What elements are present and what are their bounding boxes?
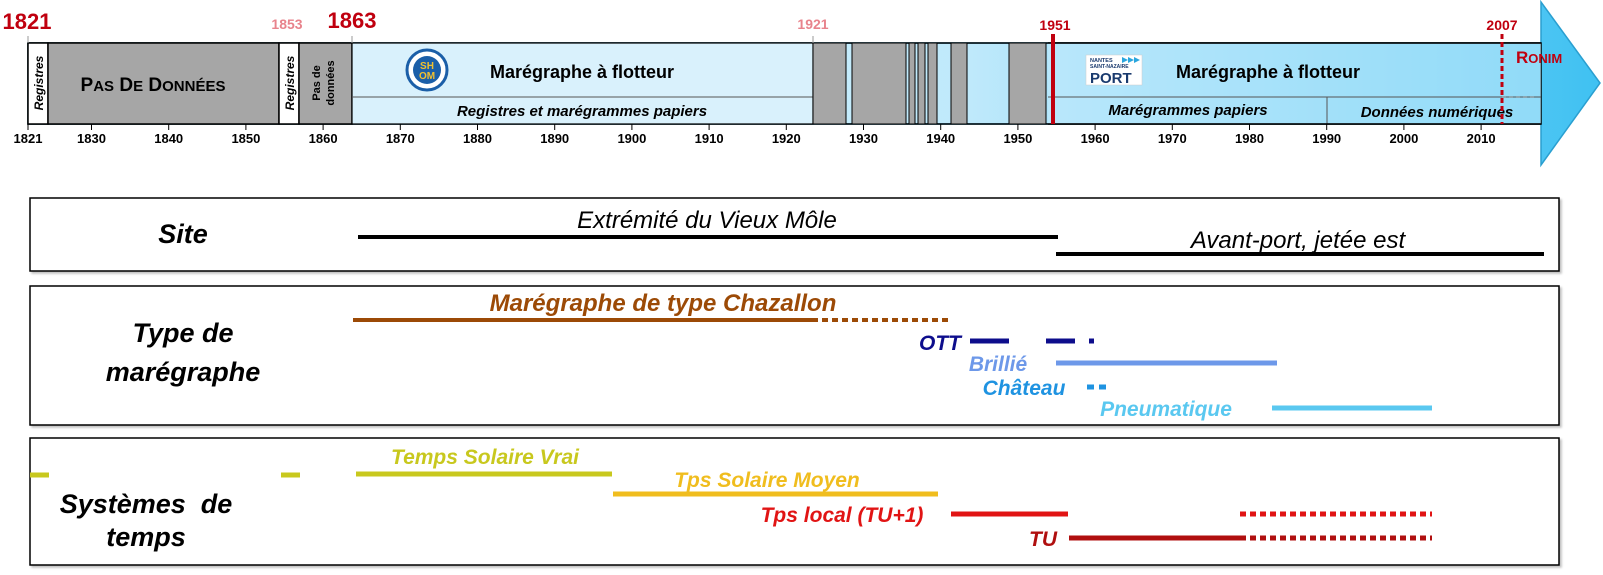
data-gaps bbox=[812, 42, 1047, 125]
donnees-numeriques-label: Données numériques bbox=[1361, 104, 1514, 121]
maregrammes-papiers-label: Marégrammes papiers bbox=[1108, 102, 1267, 119]
brillie-label: Brillié bbox=[969, 353, 1028, 376]
axis-tick-label: 1980 bbox=[1235, 131, 1264, 146]
ott-label: OTT bbox=[919, 332, 963, 355]
axis-tick-label: 1860 bbox=[309, 131, 338, 146]
port-logo-line1: NANTES bbox=[1090, 58, 1113, 64]
pas-de-donnees-label: PAS DE DONNÉES bbox=[81, 75, 226, 96]
site-vieux-mole-label: Extrémité du Vieux Môle bbox=[577, 207, 837, 234]
maregraphe-flotteur-1-label: Marégraphe à flotteur bbox=[490, 62, 674, 82]
year-1863-top: 1863 bbox=[328, 8, 377, 33]
axis-tick-label: 1850 bbox=[231, 131, 260, 146]
shom-logo-bottom: OM bbox=[419, 71, 435, 82]
year-1853-top: 1853 bbox=[271, 16, 302, 32]
axis-tick-label: 1890 bbox=[540, 131, 569, 146]
temps-label-1: Systèmes de bbox=[60, 489, 233, 519]
axis-tick-label: 1840 bbox=[154, 131, 183, 146]
type-panel: Type de marégraphe Marégraphe de type Ch… bbox=[29, 285, 1560, 426]
site-label: Site bbox=[158, 219, 208, 249]
axis-tick-label: 1950 bbox=[1003, 131, 1032, 146]
axis-tick-label: 1970 bbox=[1158, 131, 1187, 146]
year-1821-top: 1821 bbox=[3, 9, 52, 34]
axis-tick-label: 1940 bbox=[926, 131, 955, 146]
year-1921-top: 1921 bbox=[797, 16, 828, 32]
solaire-moyen-label: Tps Solaire Moyen bbox=[674, 469, 860, 492]
temps-label-2: temps bbox=[106, 522, 186, 552]
registres-1-label: Registres bbox=[32, 55, 46, 110]
tu-label: TU bbox=[1029, 528, 1058, 551]
axis-tick-label: 2000 bbox=[1389, 131, 1418, 146]
axis-tick-label: 1930 bbox=[849, 131, 878, 146]
axis-tick-label: 1830 bbox=[77, 131, 106, 146]
year-2007-top: 2007 bbox=[1486, 17, 1517, 33]
axis-ticks: 1821 1830 1840 1850 1860 1870 1880 1890 1900 1910… bbox=[14, 124, 1496, 146]
chazallon-label: Marégraphe de type Chazallon bbox=[490, 290, 837, 317]
axis-tick-label: 1910 bbox=[695, 131, 724, 146]
axis-tick-label: 1870 bbox=[386, 131, 415, 146]
site-panel: Site Extrémité du Vieux Môle Avant-port,… bbox=[29, 197, 1560, 272]
registres-2-label: Registres bbox=[283, 55, 297, 110]
pas-de-label: Pas de bbox=[311, 65, 323, 100]
timeline-bar: Registres PAS DE DONNÉES Registres Pas d… bbox=[3, 0, 1601, 168]
donnees-label: données bbox=[325, 60, 337, 105]
registres-maregrammes-label: Registres et marégrammes papiers bbox=[457, 103, 707, 120]
axis-tick-label: 1880 bbox=[463, 131, 492, 146]
type-label-1: Type de bbox=[132, 318, 233, 348]
axis-tick-label: 1990 bbox=[1312, 131, 1341, 146]
maregraphe-flotteur-2-label: Marégraphe à flotteur bbox=[1176, 62, 1360, 82]
port-logo: NANTES SAINT-NAZAIRE PORT bbox=[1085, 54, 1143, 87]
shom-logo: SH OM bbox=[405, 48, 449, 92]
tps-local-label: Tps local (TU+1) bbox=[761, 504, 924, 527]
axis-tick-label: 1920 bbox=[772, 131, 801, 146]
axis-tick-label: 1900 bbox=[617, 131, 646, 146]
axis-tick-label: 1960 bbox=[1081, 131, 1110, 146]
year-1951-top: 1951 bbox=[1039, 17, 1070, 33]
temps-panel: Systèmes de temps Temps Solaire Vrai Tps… bbox=[29, 437, 1560, 566]
axis-tick-label: 1821 bbox=[14, 131, 43, 146]
site-avant-port-label: Avant-port, jetée est bbox=[1189, 227, 1407, 254]
segment-pas-de-donnees-1 bbox=[47, 42, 280, 125]
chateau-label: Château bbox=[983, 377, 1066, 400]
ronim-label: RONIM bbox=[1516, 48, 1562, 67]
type-label-2: marégraphe bbox=[106, 357, 261, 387]
solaire-vrai-label: Temps Solaire Vrai bbox=[391, 446, 580, 469]
port-logo-word: PORT bbox=[1090, 70, 1132, 87]
port-logo-line2: SAINT-NAZAIRE bbox=[1090, 64, 1129, 70]
shom-logo-top: SH bbox=[420, 61, 434, 72]
pneumatique-label: Pneumatique bbox=[1100, 398, 1232, 421]
axis-tick-label: 2010 bbox=[1467, 131, 1496, 146]
